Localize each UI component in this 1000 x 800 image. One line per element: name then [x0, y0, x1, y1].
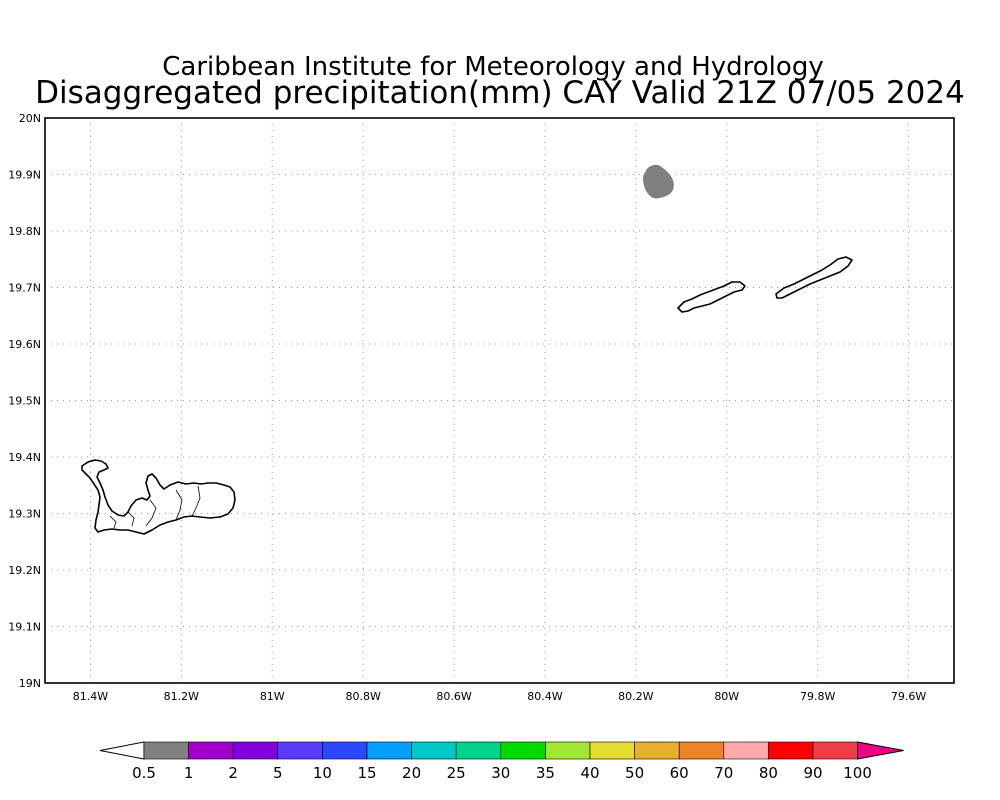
colorbar-above-arrow	[857, 741, 904, 760]
lat-tick-label: 19.4N	[8, 451, 41, 464]
colorbar-label: 90	[803, 764, 822, 782]
lat-tick-label: 19N	[19, 677, 41, 690]
precipitation-field	[643, 164, 674, 199]
colorbar-swatch	[188, 741, 234, 760]
colorbar-label: 1	[184, 764, 194, 782]
lon-tick-label: 79.8W	[800, 690, 835, 703]
lon-tick-label: 80.4W	[527, 690, 562, 703]
colorbar-swatch	[411, 741, 457, 760]
precip-blob-north	[643, 164, 674, 199]
little-cayman-coastline	[677, 281, 746, 313]
lat-tick-label: 19.9N	[8, 169, 41, 182]
colorbar-below-arrow	[99, 741, 145, 760]
cayman-brac-coastline	[775, 256, 853, 299]
colorbar-swatch	[500, 741, 546, 760]
colorbar-label: 60	[670, 764, 689, 782]
lat-tick-label: 19.5N	[8, 395, 41, 408]
colorbar-label: 2	[228, 764, 238, 782]
colorbar-label: 35	[536, 764, 555, 782]
colorbar-swatch	[366, 741, 412, 760]
colorbar-label: 20	[402, 764, 421, 782]
colorbar-swatch	[545, 741, 591, 760]
latitude-labels: 20N 19.9N 19.8N 19.7N 19.6N 19.5N 19.4N 19.3N 19…	[8, 112, 41, 690]
lon-tick-label: 81W	[260, 690, 285, 703]
coastlines	[81, 256, 853, 535]
colorbar-label: 50	[625, 764, 644, 782]
lat-tick-label: 19.3N	[8, 508, 41, 521]
grand-cayman-district-lines	[109, 485, 201, 529]
lon-tick-label: 80.6W	[436, 690, 471, 703]
longitude-labels: 81.4W 81.2W 81W 80.8W 80.6W 80.4W 80.2W 80W 79.8…	[73, 690, 927, 703]
title-institute: Caribbean Institute for Meteorology and …	[162, 52, 823, 82]
lat-tick-label: 19.1N	[8, 621, 41, 634]
colorbar-swatch	[232, 741, 279, 760]
lon-tick-label: 80.8W	[345, 690, 380, 703]
colorbar-label: 10	[313, 764, 332, 782]
map-frame	[44, 117, 955, 684]
colorbar: 0.5 1 2 5 10 15 20 25 30 35 40 50 60 70 80 90 100	[99, 741, 904, 782]
colorbar-label: 25	[447, 764, 466, 782]
colorbar-swatch	[634, 741, 680, 760]
colorbar-swatch	[277, 741, 323, 760]
colorbar-label: 30	[491, 764, 510, 782]
colorbar-label: 40	[580, 764, 599, 782]
lon-tick-label: 79.6W	[891, 690, 926, 703]
grand-cayman-coastline	[81, 459, 236, 535]
colorbar-label: 5	[273, 764, 283, 782]
colorbar-swatch	[589, 741, 635, 760]
lat-tick-label: 19.8N	[8, 225, 41, 238]
lon-tick-label: 80W	[714, 690, 739, 703]
colorbar-swatch	[143, 741, 189, 760]
colorbar-swatch	[322, 741, 368, 760]
lon-tick-label: 80.2W	[618, 690, 653, 703]
lat-tick-label: 19.6N	[8, 338, 41, 351]
colorbar-label: 80	[759, 764, 778, 782]
colorbar-swatch	[455, 741, 502, 760]
lon-tick-label: 81.2W	[164, 690, 199, 703]
lat-tick-label: 19.7N	[8, 282, 41, 295]
lon-tick-label: 81.4W	[73, 690, 108, 703]
colorbar-swatch	[812, 741, 858, 760]
colorbar-swatch	[768, 741, 814, 760]
colorbar-label: 70	[714, 764, 733, 782]
colorbar-label: 100	[843, 764, 872, 782]
map-gridlines	[45, 118, 954, 683]
lat-tick-label: 20N	[19, 112, 41, 125]
title-product: Disaggregated precipitation(mm) CAY Vali…	[35, 75, 965, 111]
lat-tick-label: 19.2N	[8, 564, 41, 577]
colorbar-swatch	[723, 741, 769, 760]
colorbar-label: 0.5	[132, 764, 156, 782]
colorbar-label: 15	[357, 764, 376, 782]
colorbar-swatch	[678, 741, 725, 760]
